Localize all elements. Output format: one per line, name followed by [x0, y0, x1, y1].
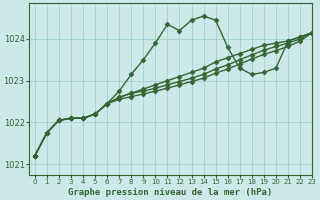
X-axis label: Graphe pression niveau de la mer (hPa): Graphe pression niveau de la mer (hPa) [68, 188, 273, 197]
